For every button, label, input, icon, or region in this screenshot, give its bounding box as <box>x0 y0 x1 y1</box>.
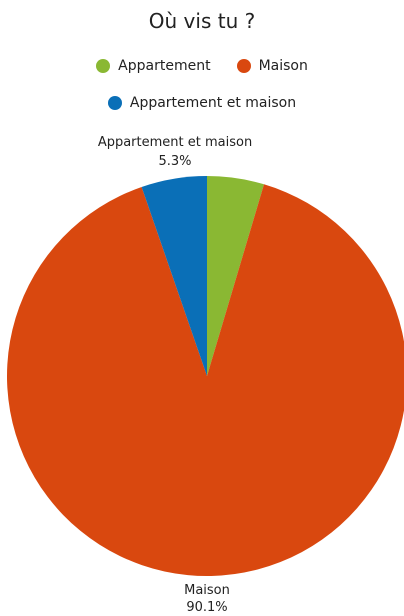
slice-value-maison: 90.1% <box>186 600 227 615</box>
slice-value-appartement-et-maison: 5.3% <box>158 154 191 169</box>
slice-label-maison: Maison <box>184 583 230 598</box>
legend-swatch-maison <box>236 59 251 73</box>
legend-row-2: Appartement et maison <box>0 94 404 112</box>
legend-swatch-appartement <box>96 59 111 73</box>
pie-slice-maison[interactable] <box>7 184 404 576</box>
legend-label-maison: Maison <box>258 58 308 74</box>
legend-label-appartement-et-maison: Appartement et maison <box>129 95 297 111</box>
chart-title: Où vis tu ? <box>148 9 256 33</box>
legend-swatch-appartement-et-maison <box>107 96 122 110</box>
legend-row-1: Appartement Maison <box>0 57 404 75</box>
pie-slice-appartement-et-maison[interactable] <box>141 176 207 376</box>
pie-slice-appartement[interactable] <box>207 176 265 376</box>
pie-slices <box>7 176 404 576</box>
legend-item-maison[interactable]: Maison <box>236 57 308 75</box>
slice-label-appartement-et-maison: Appartement et maison <box>98 135 252 150</box>
legend-label-appartement: Appartement <box>118 58 211 74</box>
legend-item-appartement-et-maison[interactable]: Appartement et maison <box>107 94 297 112</box>
legend-item-appartement[interactable]: Appartement <box>96 57 211 75</box>
